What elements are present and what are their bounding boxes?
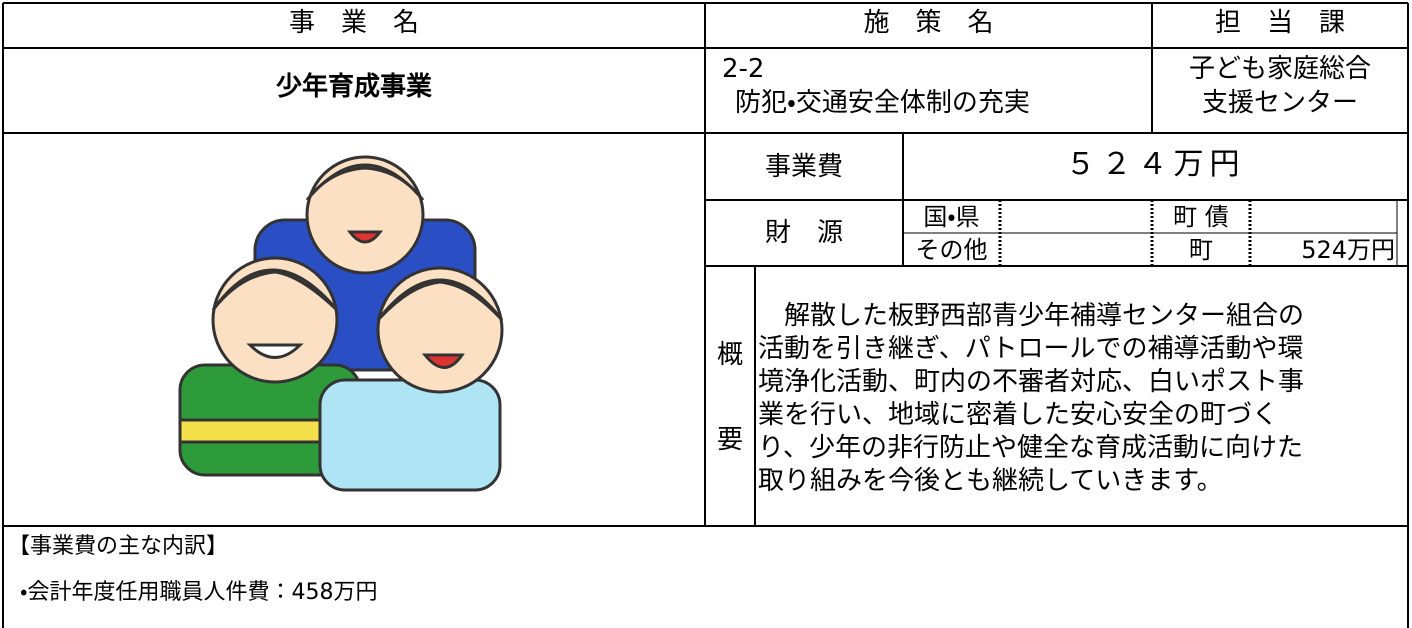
department-line: 子ども家庭総合 [1188, 54, 1371, 84]
department-line: 支援センター [1201, 88, 1358, 118]
cost-value: ５２４万円 [1065, 147, 1246, 182]
policy-name: 防犯・交通安全体制の充実 [735, 88, 1030, 118]
breakdown-list: ・会計年度任用職員人件費：458万円 [20, 578, 377, 608]
breakdown-item: ・会計年度任用職員人件費：458万円 [20, 580, 378, 605]
summary-line: 解散した板野西部青少年補導センター組合の [758, 301, 1305, 331]
policy-code: 2-2 [722, 54, 765, 84]
summary-line: 境浄化活動、町内の不審者対応、白いポスト事 [758, 367, 1305, 397]
header-policy-label: 施 策 名 [863, 8, 994, 38]
summary-line: 取り組みを今後とも継続していきます。 [758, 466, 1223, 496]
project-name: 少年育成事業 [275, 72, 432, 102]
other-label: その他 [915, 236, 988, 264]
funding-label: 財 源 [764, 218, 843, 248]
summary-line: 業を行い、地域に密着した安心安全の町づく [758, 400, 1279, 430]
summary-label: 要 [716, 425, 743, 455]
cost-label: 事業費 [764, 152, 843, 182]
bond-label: 町 債 [1173, 203, 1229, 231]
summary-label: 概 [716, 340, 743, 370]
header-project-label: 事 業 名 [288, 8, 419, 38]
national-pref-label: 国・県 [923, 203, 980, 231]
header-dept-label: 担 当 課 [1214, 8, 1345, 38]
town-label: 町 [1189, 236, 1213, 264]
summary-text: 解散した板野西部青少年補導センター組合の 活動を引き継ぎ、パトロールでの補導活動や… [758, 300, 1304, 498]
summary-line: り、少年の非行防止や健全な育成活動に向けた [758, 433, 1303, 463]
summary-line: 活動を引き継ぎ、パトロールでの補導活動や環 [758, 334, 1304, 364]
breakdown-title: 【事業費の主な内訳】 [8, 534, 229, 559]
kids-illustration [178, 155, 504, 492]
town-value: 524万円 [1301, 236, 1395, 264]
